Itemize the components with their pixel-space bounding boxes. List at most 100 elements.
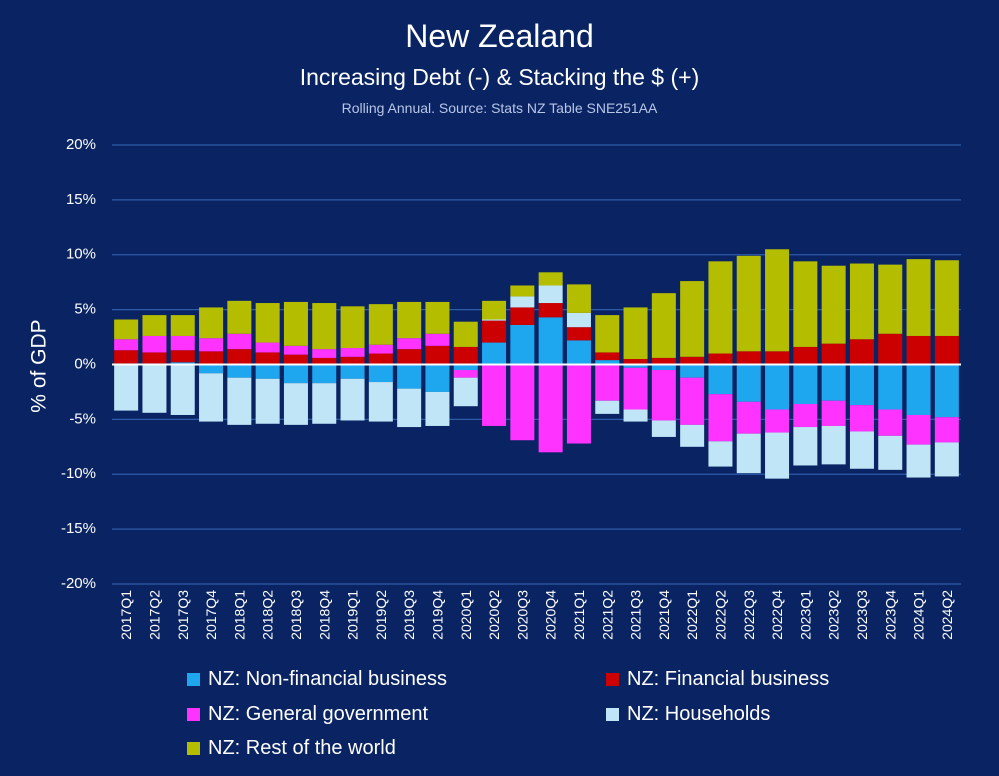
bar-segment — [312, 357, 337, 365]
chart-subtitle: Increasing Debt (-) & Stacking the $ (+) — [299, 64, 700, 90]
bar-segment — [793, 346, 818, 365]
x-tick-label: 2024Q1 — [911, 590, 927, 640]
bar-segment — [482, 364, 507, 426]
bar-segment — [934, 417, 959, 443]
bar-segment — [170, 350, 195, 363]
bar-segment — [170, 335, 195, 351]
bar-segment — [255, 352, 280, 365]
y-axis-ticks: 20% 15% 10% 5% 0% -5% -10% -15% -20% — [61, 136, 96, 592]
bar-segment — [482, 300, 507, 320]
bar-segment — [934, 442, 959, 477]
bar-segment — [142, 352, 167, 364]
y-tick-label: 10% — [66, 246, 96, 263]
bar-segment — [312, 303, 337, 350]
bar-segment — [255, 378, 280, 424]
bar-segment — [199, 307, 224, 339]
bar-segment — [708, 394, 733, 442]
x-tick-label: 2018Q3 — [288, 590, 304, 640]
bar-segment — [482, 319, 507, 321]
bar-segment — [849, 339, 874, 365]
bar-segment — [765, 364, 790, 410]
bar-segment — [538, 317, 563, 365]
bar-segment — [595, 315, 620, 353]
x-tick-label: 2022Q4 — [769, 590, 785, 640]
bar-segment — [736, 351, 761, 365]
bar-segment — [397, 301, 422, 339]
bar-segment — [708, 441, 733, 467]
bar-segment — [510, 307, 535, 325]
bar-segment — [566, 364, 591, 444]
chart-title: New Zealand — [405, 18, 594, 54]
bar-segment — [680, 364, 705, 378]
bar-segment — [538, 272, 563, 286]
bar-segment — [906, 335, 931, 365]
bar-segment — [368, 382, 393, 422]
y-tick-label: 0% — [74, 355, 96, 372]
bar-segment — [510, 364, 535, 441]
bar-segment — [765, 409, 790, 433]
bar-segment — [170, 315, 195, 336]
bar-segment — [227, 333, 252, 350]
bar-segment — [595, 400, 620, 414]
bar-segment — [821, 400, 846, 426]
bar-segment — [793, 404, 818, 428]
bar-segment — [538, 303, 563, 318]
x-tick-label: 2017Q3 — [175, 590, 191, 640]
x-tick-label: 2017Q2 — [146, 590, 162, 640]
x-tick-label: 2023Q4 — [882, 590, 898, 640]
x-tick-label: 2023Q1 — [797, 590, 813, 640]
y-tick-label: -20% — [61, 575, 96, 592]
bar-segment — [368, 344, 393, 354]
bar-segment — [906, 364, 931, 415]
x-tick-label: 2020Q3 — [514, 590, 530, 640]
bar-segment — [142, 364, 167, 413]
bar-segment — [114, 319, 139, 340]
bar-segment — [736, 401, 761, 434]
bar-segment — [651, 293, 676, 358]
bar-segment — [651, 364, 676, 370]
bar-segment — [510, 285, 535, 297]
bar-segment — [736, 433, 761, 474]
bar-segment — [934, 335, 959, 365]
x-tick-label: 2022Q2 — [712, 590, 728, 640]
bar-segment — [680, 424, 705, 447]
bar-segment — [736, 364, 761, 402]
bar-segment — [878, 264, 903, 334]
bar-segment — [283, 301, 308, 346]
x-tick-label: 2017Q1 — [118, 590, 134, 640]
x-tick-label: 2023Q3 — [854, 590, 870, 640]
bar-segment — [453, 377, 478, 407]
bar-segment — [878, 409, 903, 436]
bar-segment — [142, 315, 167, 336]
bar-segment — [397, 364, 422, 389]
bar-segment — [906, 444, 931, 478]
bar-segment — [793, 364, 818, 405]
bar-segment — [368, 353, 393, 365]
bar-segment — [199, 373, 224, 422]
bar-segment — [765, 351, 790, 365]
x-tick-label: 2018Q1 — [231, 590, 247, 640]
x-tick-label: 2020Q4 — [543, 590, 559, 640]
bar-segment — [255, 342, 280, 353]
bar-segment — [651, 369, 676, 421]
bar-segment — [566, 312, 591, 328]
x-axis-ticks: 2017Q1 2017Q2 2017Q3 2017Q4 2018Q1 2018Q2 2018… — [118, 590, 955, 640]
bar-segment — [340, 378, 365, 421]
bar-segment — [170, 364, 195, 415]
bar-segment — [227, 377, 252, 425]
bar-segment — [397, 349, 422, 365]
x-tick-label: 2019Q3 — [401, 590, 417, 640]
bar-segment — [623, 364, 648, 368]
bar-segment — [510, 296, 535, 308]
bar-segment — [368, 364, 393, 383]
bar-segment — [538, 285, 563, 304]
bar-segment — [934, 364, 959, 418]
bar-segment — [651, 420, 676, 437]
bar-segment — [821, 343, 846, 365]
bar-segment — [199, 351, 224, 365]
bar-segment — [793, 427, 818, 466]
bar-segment — [623, 367, 648, 410]
bar-segment — [283, 345, 308, 355]
bar-segment — [538, 364, 563, 453]
bar-segment — [425, 364, 450, 392]
